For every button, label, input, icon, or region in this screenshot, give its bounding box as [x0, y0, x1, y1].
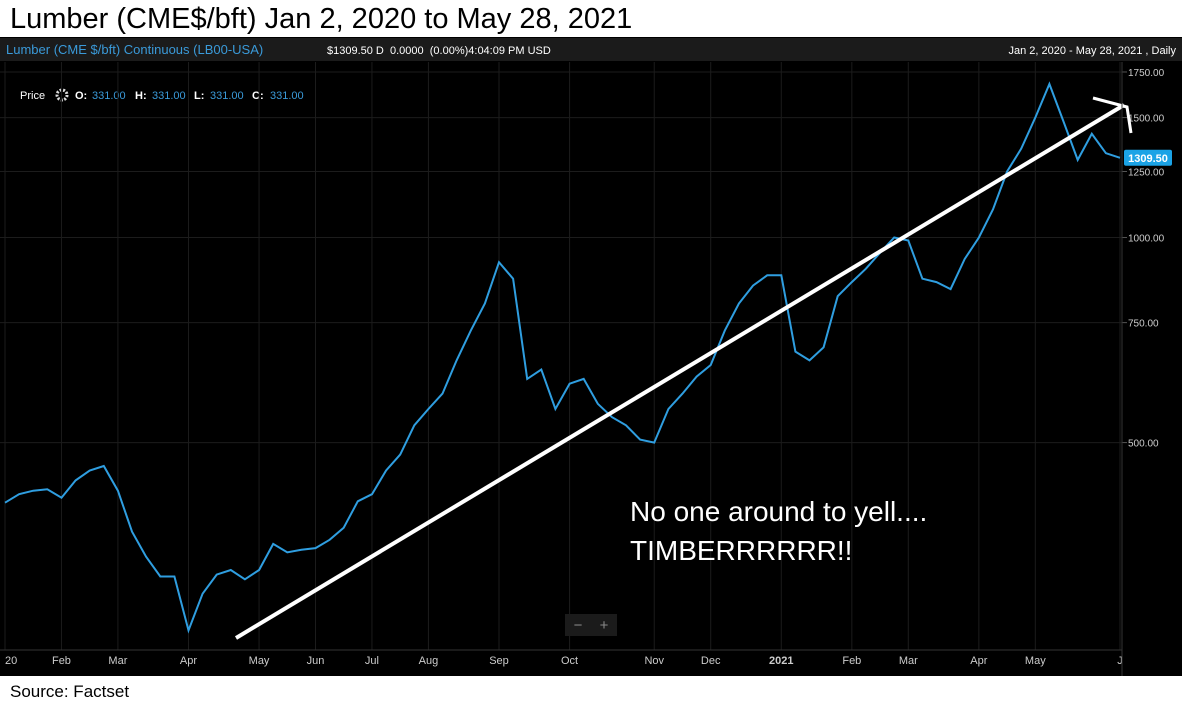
ohlc-open: 331.00 — [92, 90, 126, 102]
source: Source: Factset — [10, 682, 129, 701]
x-tick-label: 20 — [5, 655, 17, 667]
x-tick-label: Dec — [701, 655, 721, 667]
ohlc-high-label: H: — [135, 90, 147, 102]
x-tick-label: 2021 — [769, 655, 793, 667]
last-price-box — [1124, 149, 1172, 166]
last-price-label: 1309.50 — [1128, 153, 1168, 165]
ohlc-low: 331.00 — [210, 90, 244, 102]
ohlc-label: Price — [20, 90, 45, 102]
legend-series: Lumber (CME $/bft) Continuous (LB00-USA) — [6, 42, 263, 57]
x-tick-label: J — [1117, 655, 1123, 667]
y-tick-label: 1000.00 — [1128, 234, 1165, 245]
x-tick-label: Jul — [365, 655, 379, 667]
x-tick-label: Oct — [561, 655, 578, 667]
y-tick-label: 1500.00 — [1128, 114, 1165, 125]
x-tick-label: Mar — [899, 655, 918, 667]
x-tick-label: Mar — [108, 655, 127, 667]
price-line — [4, 81, 1121, 634]
x-tick-label: Nov — [644, 655, 664, 667]
y-tick-label: 750.00 — [1128, 319, 1159, 330]
x-tick-label: Feb — [842, 655, 861, 667]
x-tick-label: Apr — [180, 655, 197, 667]
zoom-in[interactable]: + — [600, 617, 609, 634]
y-tick-label: 500.00 — [1128, 439, 1159, 450]
x-tick-label: Jun — [307, 655, 325, 667]
ohlc-low-label: L: — [194, 90, 204, 102]
y-tick-label: 1250.00 — [1128, 168, 1165, 179]
ohlc-high: 331.00 — [152, 90, 186, 102]
date-range: Jan 2, 2020 - May 28, 2021 , Daily — [1008, 45, 1176, 57]
y-tick-label: 1750.00 — [1128, 68, 1165, 79]
x-tick-label: Apr — [970, 655, 987, 667]
zoom-out[interactable]: − — [574, 617, 583, 634]
x-tick-label: Aug — [419, 655, 439, 667]
ohlc-readout: Price O: 331.00 H: 331.00 L: 331.00 C: 3… — [20, 88, 304, 102]
annotation: No one around to yell.... — [630, 496, 927, 527]
chart-title: Lumber (CME$/bft) Jan 2, 2020 to May 28,… — [10, 3, 632, 35]
x-tick-label: May — [1025, 655, 1046, 667]
settings-icon[interactable] — [55, 88, 69, 102]
plot-panel — [0, 37, 1182, 676]
trend-arrow — [234, 103, 1126, 640]
ohlc-open-label: O: — [75, 90, 87, 102]
trend-arrowhead — [1092, 96, 1133, 134]
header-bar — [0, 38, 1182, 61]
x-tick-label: Feb — [52, 655, 71, 667]
annotation: TIMBERRRRRR!! — [630, 535, 852, 566]
header-price: $1309.50 D 0.0000 (0.00%)4:04:09 PM USD — [327, 45, 551, 57]
x-tick-label: May — [249, 655, 270, 667]
ohlc-close-label: C: — [252, 90, 264, 102]
ohlc-close: 331.00 — [270, 90, 304, 102]
x-tick-label: Sep — [489, 655, 509, 667]
zoom-controls — [565, 614, 617, 636]
